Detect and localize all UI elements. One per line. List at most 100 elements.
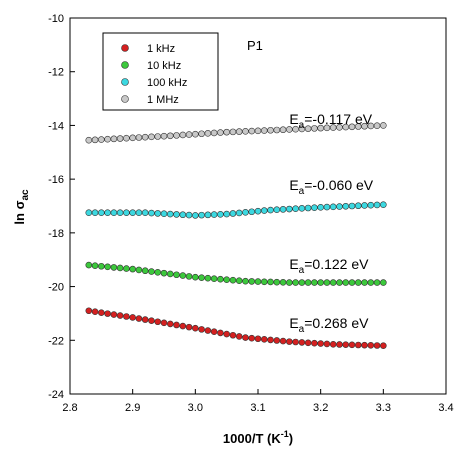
data-point (248, 208, 256, 216)
data-point (123, 209, 130, 217)
data-point (317, 204, 324, 211)
data-point (91, 209, 99, 217)
data-point (380, 122, 387, 129)
legend-label: 1 MHz (147, 94, 179, 106)
data-point (217, 211, 224, 218)
data-point (210, 275, 218, 282)
data-point (116, 312, 124, 319)
data-point (273, 278, 281, 286)
data-point (235, 128, 243, 135)
data-point (198, 130, 205, 138)
x-tick-label: 2.8 (62, 402, 77, 414)
data-point (242, 277, 249, 285)
data-point (336, 279, 343, 286)
data-point (98, 136, 105, 143)
x-tick-label: 3.4 (438, 402, 453, 414)
data-point (298, 339, 306, 346)
data-point (367, 279, 375, 286)
data-point (292, 338, 299, 346)
panel-label: P1 (247, 38, 263, 53)
annot-symbol: E (289, 177, 298, 193)
data-point (85, 136, 93, 144)
legend-marker (121, 44, 129, 52)
data-point (160, 132, 168, 140)
data-point (129, 209, 136, 217)
data-point (254, 278, 262, 285)
x-axis-title-sup: -1 (281, 429, 289, 439)
data-point (185, 131, 193, 138)
data-point (373, 201, 381, 209)
data-point (229, 331, 237, 339)
x-axis: 2.8 2.9 3.0 3.1 3.2 3.3 3.4 (62, 389, 454, 414)
data-point (367, 201, 375, 209)
data-point (267, 336, 274, 344)
data-point (148, 317, 155, 324)
x-tick-label: 3.0 (188, 402, 203, 414)
data-point (279, 279, 287, 286)
data-point (154, 318, 162, 326)
data-point (154, 210, 162, 217)
data-point (361, 279, 368, 286)
series-1 (85, 261, 387, 286)
data-point (373, 122, 381, 129)
data-point (91, 308, 99, 316)
legend-marker (121, 95, 129, 103)
annot-symbol: E (289, 315, 298, 331)
data-point (267, 206, 274, 214)
y-axis-title-sub: ac (20, 189, 31, 201)
data-point (210, 211, 218, 218)
annot-value: =0.268 eV (304, 315, 369, 331)
data-point (279, 126, 287, 134)
data-point (129, 134, 136, 142)
data-point (135, 209, 143, 217)
data-point (123, 265, 130, 272)
legend-label: 100 kHz (147, 77, 187, 89)
data-point (298, 205, 306, 212)
data-point (110, 264, 118, 271)
data-point (336, 341, 343, 348)
data-point (141, 267, 149, 275)
data-point (198, 211, 205, 219)
data-point (204, 211, 212, 219)
y-tick-label: -12 (48, 67, 64, 79)
activation-energy-label: Ea=0.122 eV (289, 256, 369, 276)
data-point (361, 341, 368, 349)
data-point (154, 269, 162, 276)
series-3 (85, 122, 387, 144)
data-point (279, 206, 287, 213)
data-point (185, 323, 193, 331)
data-point (329, 341, 337, 348)
data-point (104, 263, 111, 271)
data-point (323, 279, 331, 286)
y-tick-label: -16 (48, 174, 64, 186)
data-point (123, 313, 130, 320)
data-point (229, 210, 237, 217)
data-point (348, 279, 356, 286)
data-point (380, 201, 387, 208)
data-point (242, 128, 249, 135)
data-point (286, 338, 293, 345)
data-point (141, 316, 149, 323)
data-point (342, 202, 350, 210)
x-tick-label: 3.1 (250, 402, 265, 414)
data-point (292, 205, 299, 212)
data-point (166, 320, 174, 328)
x-tick-label: 3.2 (313, 402, 328, 414)
x-axis-title-main: 1000/T (K (223, 431, 281, 446)
data-point (286, 205, 293, 213)
data-point (354, 202, 362, 210)
data-point (104, 135, 111, 143)
data-point (235, 209, 243, 217)
data-point (273, 126, 281, 134)
data-point (173, 211, 180, 218)
data-point (148, 209, 155, 217)
data-point (85, 307, 93, 315)
data-point (367, 342, 375, 349)
data-point (123, 134, 130, 142)
data-point (141, 209, 149, 217)
data-point (135, 134, 143, 141)
data-point (204, 327, 212, 334)
data-point (279, 337, 287, 345)
